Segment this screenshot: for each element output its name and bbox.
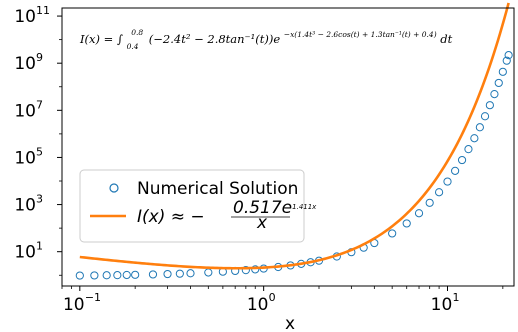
data-point <box>451 166 460 175</box>
data-point <box>131 270 140 279</box>
data-point <box>457 155 467 165</box>
approximation-line <box>79 2 510 270</box>
data-point <box>502 56 511 65</box>
x-tick-exponent: −1 <box>85 291 101 304</box>
y-tick-exponent: 7 <box>36 98 43 111</box>
y-tick-label: 10 <box>14 7 36 27</box>
data-point <box>102 271 111 280</box>
x-axis: 10 −1 10 0 10 1 <box>61 286 504 315</box>
x-axis-title: x <box>285 314 295 332</box>
data-point <box>175 269 184 278</box>
data-point <box>504 51 513 60</box>
y-tick-label: 10 <box>14 148 36 168</box>
legend-marker-numerical <box>109 183 119 193</box>
data-point <box>163 269 172 279</box>
data-point <box>475 123 484 132</box>
annotation-lower-limit: 0.4 <box>127 42 139 51</box>
annotation-dt: dt <box>440 32 452 46</box>
annotation-upper-limit: 0.8 <box>131 28 143 37</box>
data-point <box>113 271 122 280</box>
integral-annotation: I(x) = ∫ 0.4 0.8 (−2.4t² − 2.8tan⁻¹(t))e… <box>79 24 453 52</box>
legend-fraction-numerator: 0.517e1.411x <box>233 198 317 218</box>
data-point <box>414 209 424 218</box>
data-point <box>148 270 158 279</box>
data-point <box>402 219 411 228</box>
data-point <box>251 265 260 274</box>
legend-label-approximation: I(x) ≈ − <box>137 207 205 227</box>
data-point <box>464 145 473 154</box>
y-tick-exponent: 1 <box>36 240 43 253</box>
x-tick-exponent: 0 <box>269 291 276 304</box>
data-point <box>443 177 452 186</box>
data-point <box>485 101 494 110</box>
legend-box <box>79 169 305 243</box>
y-tick-exponent: 3 <box>36 193 43 206</box>
annotation-exponent: −x(1.4t³ − 2.6cos(t) + 1.3tan⁻¹(t) + 0.4… <box>284 30 437 39</box>
x-tick-exponent: 1 <box>452 291 459 304</box>
legend: Numerical Solution I(x) ≈ − 0.517e1.411x… <box>79 169 317 243</box>
annotation-integrand: (−2.4t² − 2.8tan⁻¹(t))e <box>149 32 281 46</box>
data-point <box>494 78 503 88</box>
x-tick-label: 10 <box>63 295 85 315</box>
x-tick-label: 10 <box>431 295 453 315</box>
data-point <box>480 112 490 121</box>
data-point <box>122 270 131 280</box>
data-point <box>470 134 479 143</box>
legend-label-numerical: Numerical Solution <box>137 179 298 199</box>
data-point <box>90 271 99 280</box>
annotation-lhs: I(x) = ∫ <box>79 32 123 46</box>
data-point <box>388 229 397 238</box>
x-tick-label: 10 <box>247 295 269 315</box>
data-point <box>498 67 507 76</box>
plot-frame <box>61 7 515 287</box>
y-tick-label: 10 <box>14 243 36 263</box>
data-point <box>425 198 434 207</box>
y-tick-exponent: 9 <box>36 51 43 64</box>
data-point <box>490 90 499 99</box>
y-tick-label: 10 <box>14 196 36 216</box>
y-tick-exponent: 5 <box>36 145 43 158</box>
y-tick-label: 10 <box>14 101 36 121</box>
data-point <box>186 269 195 278</box>
y-tick-label: 10 <box>14 54 36 74</box>
data-point <box>434 188 444 197</box>
data-point <box>241 266 250 275</box>
legend-fraction-denominator: x <box>256 213 268 233</box>
y-tick-exponent: 11 <box>36 4 50 17</box>
data-point <box>75 271 84 280</box>
